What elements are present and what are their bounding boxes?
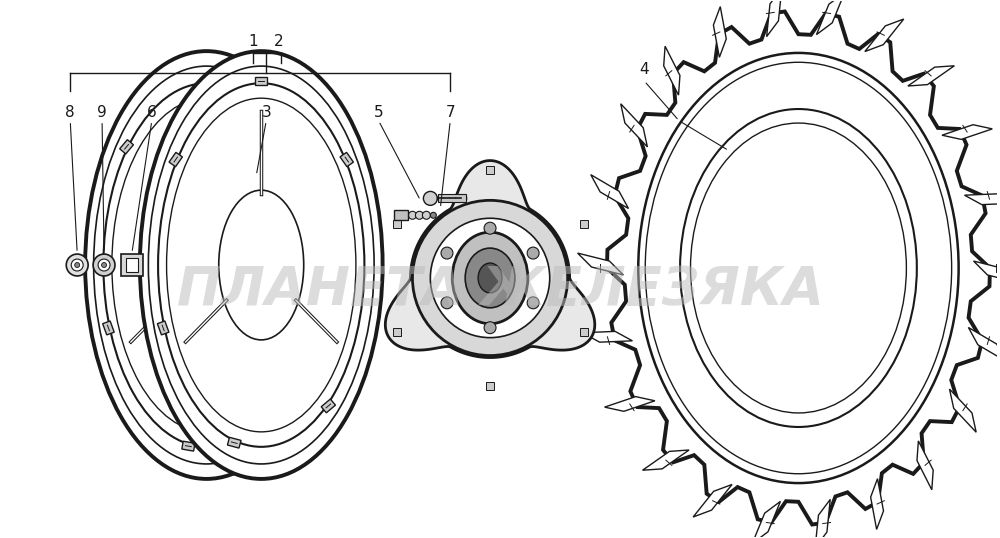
Ellipse shape: [478, 263, 502, 293]
Polygon shape: [227, 437, 241, 448]
Ellipse shape: [103, 83, 310, 447]
Ellipse shape: [430, 218, 550, 338]
Polygon shape: [942, 125, 992, 139]
Bar: [126, 258, 138, 272]
Text: 8: 8: [65, 105, 75, 121]
Bar: [121, 254, 143, 276]
Bar: [393, 220, 401, 228]
Polygon shape: [767, 0, 782, 37]
Polygon shape: [605, 397, 655, 412]
Text: 6: 6: [147, 105, 157, 121]
Polygon shape: [968, 328, 1000, 362]
Polygon shape: [643, 450, 689, 470]
Circle shape: [66, 254, 88, 276]
Polygon shape: [340, 152, 353, 167]
Polygon shape: [182, 441, 195, 451]
Polygon shape: [157, 321, 169, 335]
Polygon shape: [582, 331, 632, 342]
Polygon shape: [169, 152, 182, 167]
Text: 4: 4: [639, 61, 649, 76]
Ellipse shape: [219, 190, 304, 340]
Circle shape: [441, 297, 453, 309]
Circle shape: [484, 222, 496, 234]
Polygon shape: [607, 11, 990, 525]
Circle shape: [71, 259, 83, 271]
Polygon shape: [385, 160, 595, 358]
Bar: [580, 328, 588, 336]
Polygon shape: [974, 261, 1000, 283]
Polygon shape: [218, 79, 231, 89]
Text: 1: 1: [248, 34, 258, 48]
Bar: [486, 166, 494, 174]
Polygon shape: [578, 253, 623, 275]
Ellipse shape: [412, 200, 568, 356]
Bar: [486, 382, 494, 390]
Polygon shape: [713, 6, 726, 58]
Polygon shape: [103, 321, 114, 335]
Text: ПЛАНЕТА ЖЕЛЕЗЯКА: ПЛАНЕТА ЖЕЛЕЗЯКА: [177, 264, 823, 316]
Polygon shape: [591, 175, 628, 209]
Circle shape: [98, 259, 110, 271]
Ellipse shape: [680, 109, 917, 427]
Text: 5: 5: [374, 105, 383, 121]
Circle shape: [484, 322, 496, 334]
Ellipse shape: [465, 248, 515, 308]
Circle shape: [395, 211, 403, 220]
Circle shape: [423, 192, 437, 206]
Polygon shape: [871, 479, 884, 529]
Ellipse shape: [140, 51, 383, 479]
Polygon shape: [120, 140, 133, 154]
Text: 2: 2: [274, 34, 284, 48]
Polygon shape: [816, 0, 845, 34]
Polygon shape: [917, 441, 933, 490]
Polygon shape: [295, 180, 307, 194]
Circle shape: [402, 211, 409, 220]
Text: 9: 9: [97, 105, 107, 121]
Circle shape: [527, 247, 539, 259]
Bar: [393, 328, 401, 336]
Polygon shape: [950, 389, 976, 432]
Bar: [580, 220, 588, 228]
Polygon shape: [865, 19, 904, 52]
Polygon shape: [321, 399, 335, 413]
Ellipse shape: [158, 83, 364, 447]
Polygon shape: [815, 499, 830, 538]
Circle shape: [441, 247, 453, 259]
Ellipse shape: [452, 232, 528, 324]
Polygon shape: [255, 77, 267, 85]
Polygon shape: [964, 194, 1000, 204]
Polygon shape: [273, 388, 287, 402]
Ellipse shape: [164, 190, 249, 340]
Circle shape: [430, 213, 436, 218]
Bar: [438, 194, 466, 202]
Bar: [394, 210, 408, 220]
Circle shape: [527, 297, 539, 309]
Circle shape: [75, 263, 80, 267]
Ellipse shape: [638, 53, 959, 483]
Circle shape: [415, 211, 423, 220]
Circle shape: [408, 211, 416, 220]
Polygon shape: [621, 104, 647, 147]
Ellipse shape: [85, 51, 328, 479]
Polygon shape: [908, 66, 954, 86]
Polygon shape: [664, 46, 680, 95]
Circle shape: [93, 254, 115, 276]
Polygon shape: [752, 501, 780, 538]
Text: 7: 7: [445, 105, 455, 121]
Circle shape: [102, 263, 107, 267]
Text: 3: 3: [261, 105, 271, 121]
Polygon shape: [693, 484, 732, 517]
Circle shape: [422, 211, 430, 220]
